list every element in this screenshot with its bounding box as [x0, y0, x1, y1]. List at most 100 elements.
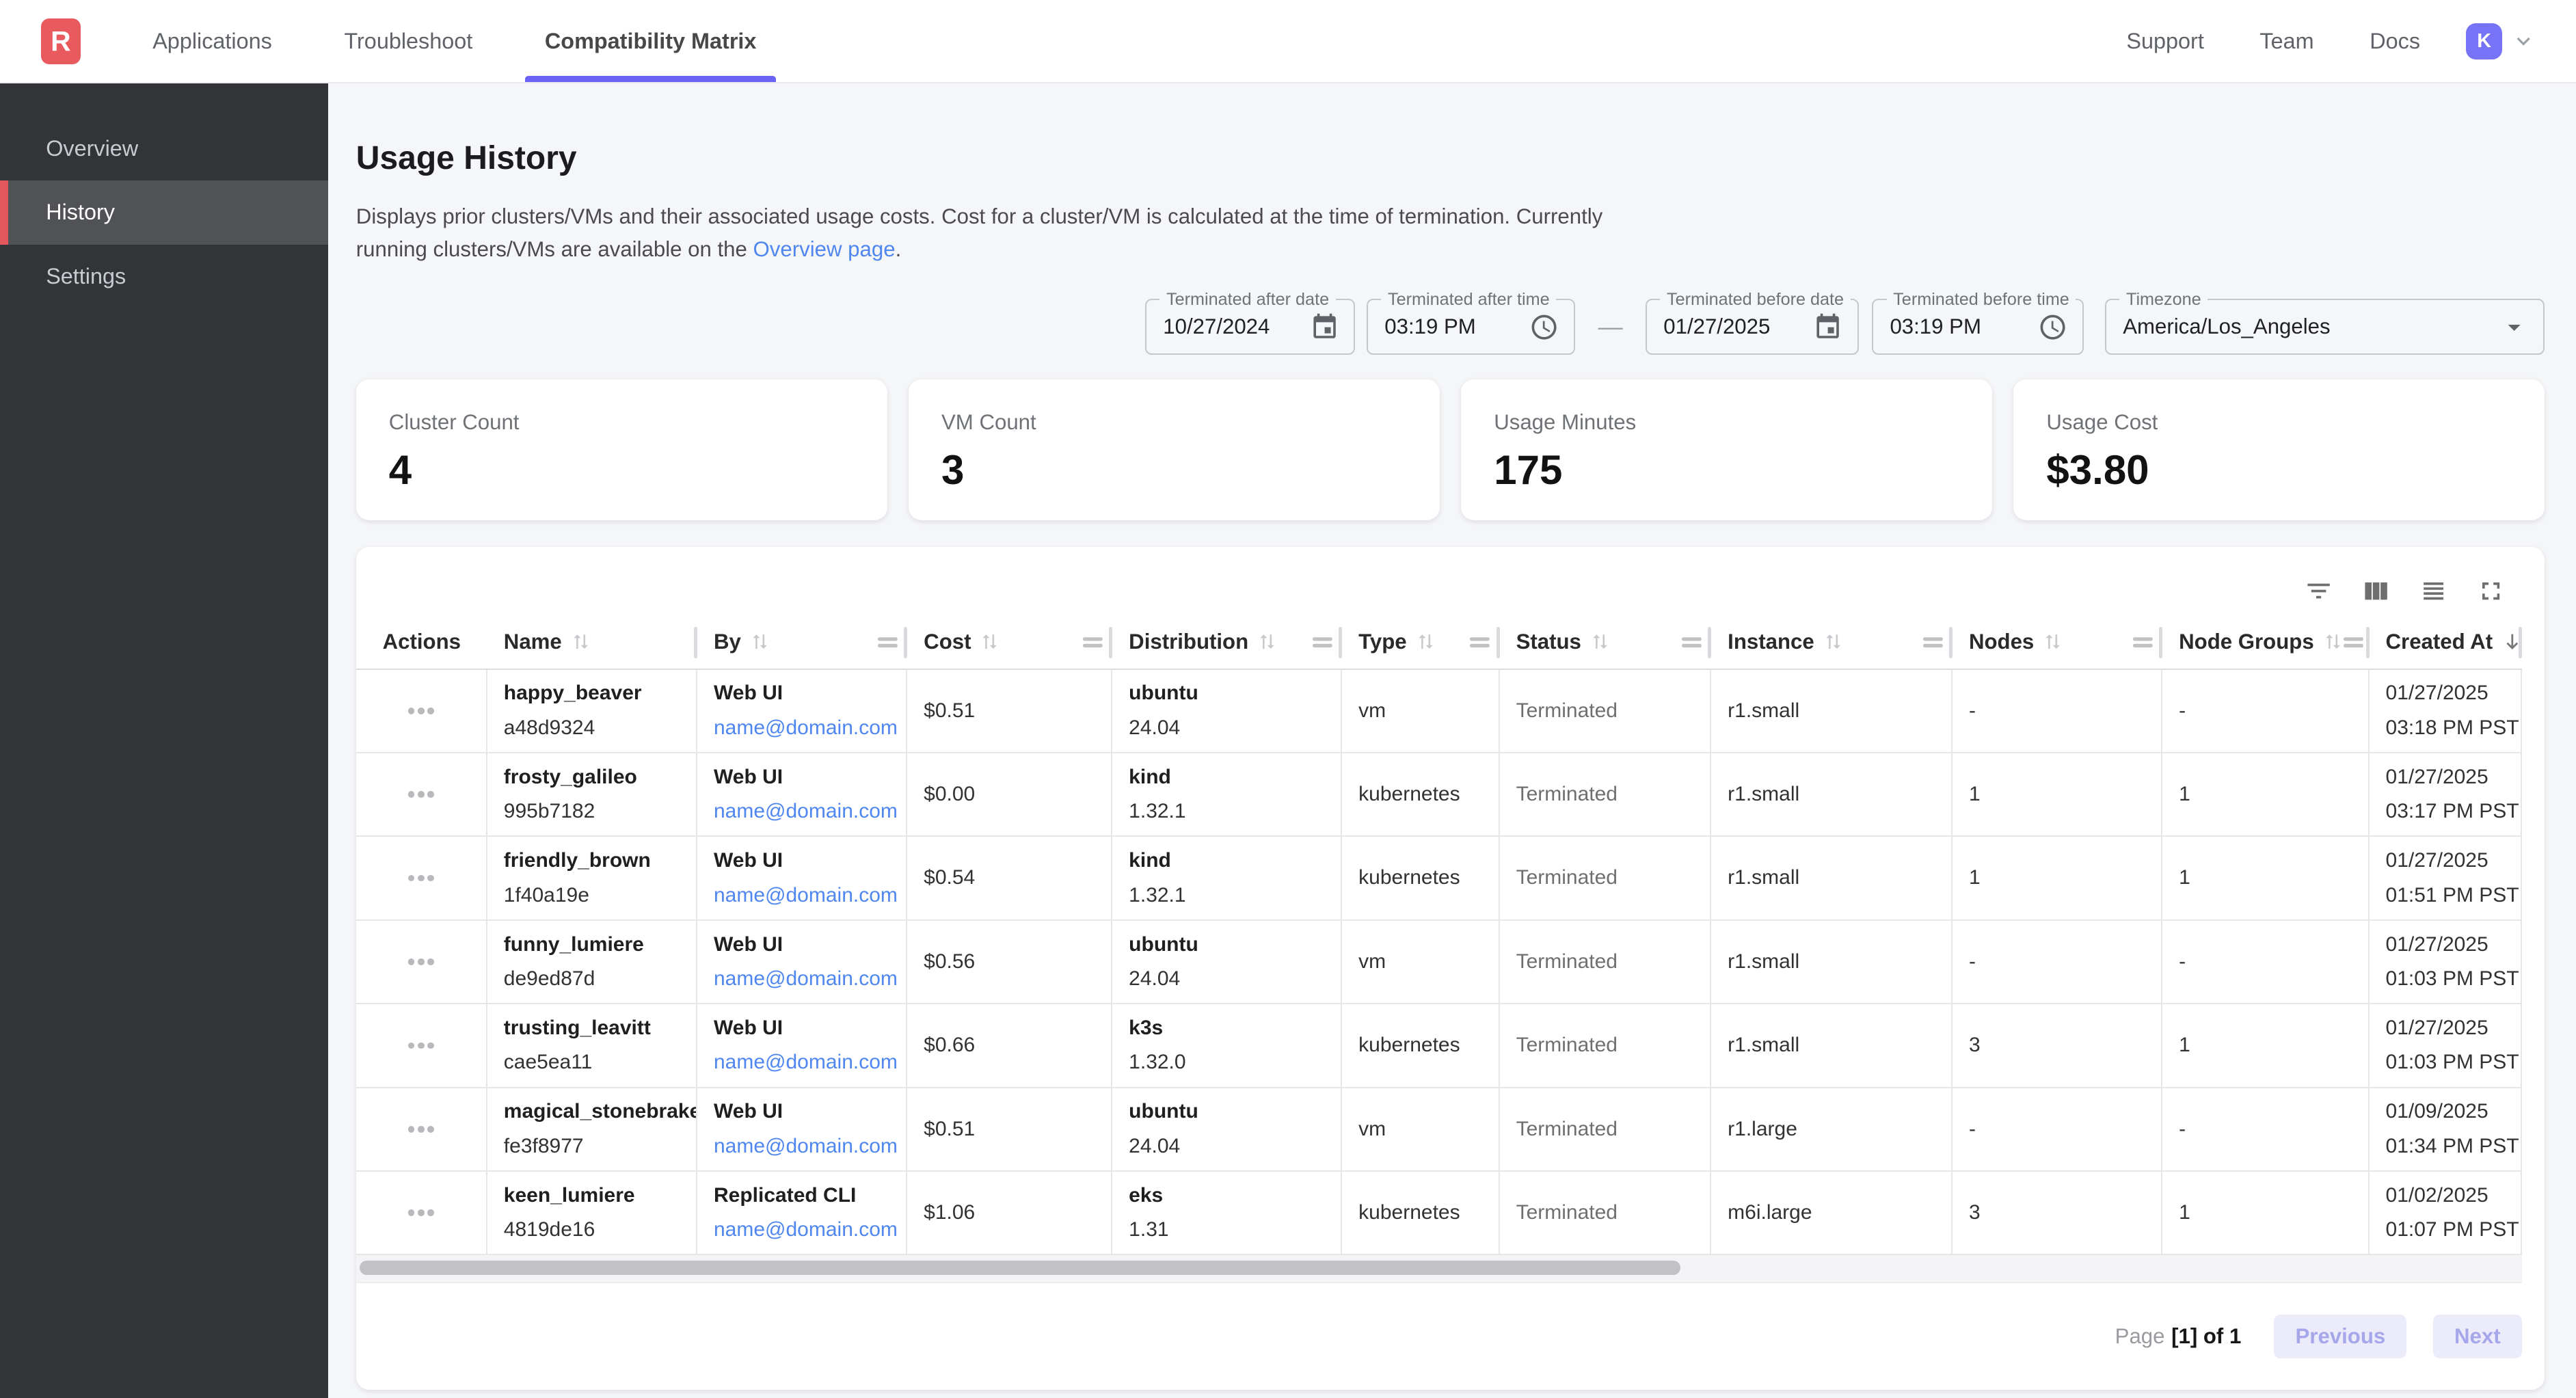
stat-value: 175	[1494, 446, 1959, 494]
distribution-version: 1.32.1	[1129, 794, 1328, 829]
creator-email-link[interactable]: name@domain.com	[714, 794, 893, 829]
field-value[interactable]: 03:19 PM	[1890, 314, 2038, 339]
column-header-name[interactable]: Name	[487, 615, 697, 668]
creator-email-link[interactable]: name@domain.com	[714, 711, 893, 745]
field-value[interactable]: 01/27/2025	[1663, 314, 1813, 339]
column-header-created-at[interactable]: Created At	[2370, 615, 2522, 668]
nav-tab-applications[interactable]: Applications	[133, 0, 291, 82]
nav-tab-compatibility-matrix[interactable]: Compatibility Matrix	[525, 0, 776, 82]
row-actions-button[interactable]	[401, 785, 441, 805]
timezone-field[interactable]: TimezoneAmerica/Los_Angeles	[2105, 299, 2545, 355]
column-header-node-groups[interactable]: Node Groups	[2162, 615, 2369, 668]
row-actions-button[interactable]	[401, 701, 441, 721]
distribution-version: 1.32.0	[1129, 1045, 1328, 1079]
top-nav: R Applications Troubleshoot Compatibility …	[0, 0, 2576, 83]
column-header-status[interactable]: Status	[1500, 615, 1712, 668]
column-label: Actions	[383, 630, 461, 654]
terminated-before-date-field[interactable]: Terminated before date01/27/2025	[1646, 299, 1859, 355]
account-menu-button[interactable]: K	[2466, 23, 2536, 59]
column-header-distribution[interactable]: Distribution	[1112, 615, 1342, 668]
fullscreen-button[interactable]	[2476, 576, 2506, 606]
column-label: Name	[504, 630, 562, 654]
creator-email-link[interactable]: name@domain.com	[714, 1129, 893, 1164]
clock-icon[interactable]	[1529, 312, 1559, 342]
main-content: Usage History Displays prior clusters/VM…	[328, 83, 2576, 1397]
type-value: kubernetes	[1358, 861, 1485, 895]
created-by: Web UI	[714, 1094, 893, 1129]
cluster-id: fe3f8977	[504, 1129, 683, 1164]
row-actions-button[interactable]	[401, 1203, 441, 1223]
instance-cell: m6i.large	[1711, 1172, 1953, 1254]
horizontal-scrollbar[interactable]	[356, 1255, 2522, 1281]
column-menu-icon[interactable]	[2344, 632, 2363, 652]
density-button[interactable]	[2419, 576, 2448, 606]
nav-tab-troubleshoot[interactable]: Troubleshoot	[325, 0, 492, 82]
next-page-button[interactable]: Next	[2433, 1315, 2522, 1359]
column-menu-icon[interactable]	[1083, 632, 1103, 652]
field-value[interactable]: 03:19 PM	[1384, 314, 1529, 339]
creator-email-link[interactable]: name@domain.com	[714, 1213, 893, 1247]
column-header-type[interactable]: Type	[1342, 615, 1499, 668]
chevron-down-icon	[2510, 28, 2536, 54]
field-value[interactable]: America/Los_Angeles	[2123, 314, 2499, 339]
nodes-cell: 3	[1953, 1004, 2162, 1086]
row-actions-button[interactable]	[401, 868, 441, 888]
dropdown-arrow-icon[interactable]	[2499, 312, 2529, 342]
column-menu-icon[interactable]	[1682, 632, 1702, 652]
field-value[interactable]: 10/27/2024	[1163, 314, 1309, 339]
status-badge: Terminated	[1516, 694, 1697, 728]
nav-link-support[interactable]: Support	[2126, 29, 2203, 54]
status-cell: Terminated	[1500, 670, 1712, 752]
previous-page-button[interactable]: Previous	[2274, 1315, 2406, 1359]
terminated-after-time-field[interactable]: Terminated after time03:19 PM	[1367, 299, 1575, 355]
instance-value: r1.small	[1728, 861, 1938, 895]
usage-minutes-card: Usage Minutes175	[1461, 379, 1992, 520]
created-by: Web UI	[714, 844, 893, 878]
cost-cell: $1.06	[907, 1172, 1112, 1254]
nav-link-docs[interactable]: Docs	[2370, 29, 2420, 54]
column-header-by[interactable]: By	[697, 615, 907, 668]
nodes-cell: -	[1953, 1088, 2162, 1170]
clock-icon[interactable]	[2038, 312, 2067, 342]
distribution-name: ubuntu	[1129, 1094, 1328, 1129]
brand-logo[interactable]: R	[41, 18, 81, 64]
columns-button[interactable]	[2361, 576, 2391, 606]
sort-arrows-icon	[1257, 631, 1278, 652]
distribution-name: ubuntu	[1129, 928, 1328, 962]
filter-button[interactable]	[2304, 576, 2333, 606]
column-menu-icon[interactable]	[2133, 632, 2153, 652]
created-at-cell: 01/27/202503:17 PM PST	[2370, 753, 2522, 835]
stat-label: Cluster Count	[389, 410, 855, 435]
creator-email-link[interactable]: name@domain.com	[714, 878, 893, 913]
terminated-after-date-field[interactable]: Terminated after date10/27/2024	[1145, 299, 1355, 355]
avatar: K	[2466, 23, 2502, 59]
overview-page-link[interactable]: Overview page	[753, 237, 896, 261]
terminated-before-time-field[interactable]: Terminated before time03:19 PM	[1872, 299, 2084, 355]
created-at-cell: 01/02/202501:07 PM PST	[2370, 1172, 2522, 1254]
actions-cell	[356, 753, 487, 835]
nodes-value: 1	[1969, 777, 2148, 811]
name-cell: magical_stonebrakerfe3f8977	[487, 1088, 697, 1170]
nodes-cell: 1	[1953, 753, 2162, 835]
cluster-id: 995b7182	[504, 794, 683, 829]
column-menu-icon[interactable]	[1313, 632, 1332, 652]
row-actions-button[interactable]	[401, 1119, 441, 1139]
creator-email-link[interactable]: name@domain.com	[714, 962, 893, 996]
calendar-icon[interactable]	[1813, 312, 1842, 342]
sidebar-item-settings[interactable]: Settings	[0, 245, 328, 309]
scrollbar-thumb[interactable]	[360, 1261, 1680, 1276]
column-menu-icon[interactable]	[878, 632, 898, 652]
column-menu-icon[interactable]	[1923, 632, 1943, 652]
nav-link-team[interactable]: Team	[2259, 29, 2313, 54]
column-header-cost[interactable]: Cost	[907, 615, 1112, 668]
sidebar-item-overview[interactable]: Overview	[0, 116, 328, 180]
calendar-icon[interactable]	[1310, 312, 1339, 342]
column-menu-icon[interactable]	[1470, 632, 1490, 652]
row-actions-button[interactable]	[401, 1036, 441, 1056]
node-groups-value: 1	[2179, 861, 2354, 895]
creator-email-link[interactable]: name@domain.com	[714, 1045, 893, 1079]
row-actions-button[interactable]	[401, 952, 441, 972]
column-header-nodes[interactable]: Nodes	[1953, 615, 2162, 668]
sidebar-item-history[interactable]: History	[0, 180, 328, 245]
column-header-instance[interactable]: Instance	[1711, 615, 1953, 668]
